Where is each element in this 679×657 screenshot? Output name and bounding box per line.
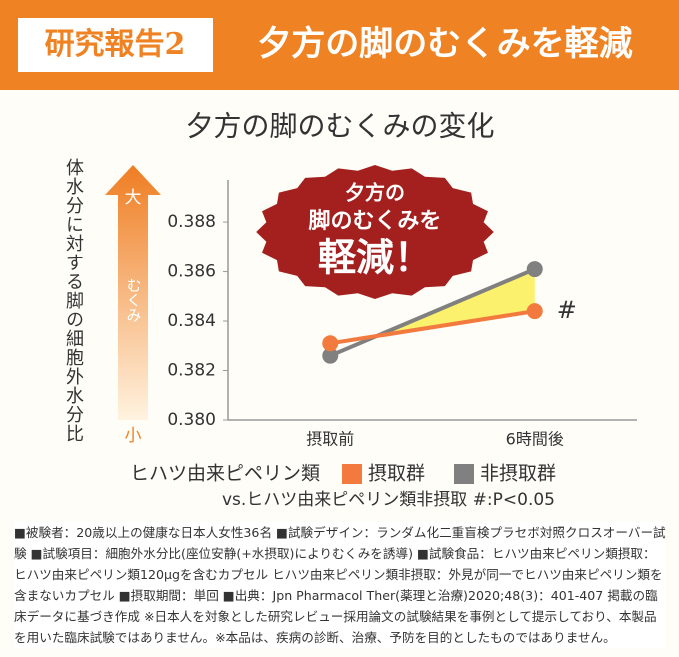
point — [322, 335, 339, 352]
legend-prefix: ヒハツ由来ピペリン類 — [130, 463, 320, 485]
series-line — [329, 309, 536, 346]
series-line — [329, 267, 536, 358]
badge-line: 夕方の — [345, 181, 405, 205]
point — [526, 303, 543, 320]
arrow-middle: むくみ — [125, 278, 143, 323]
y-tick-label: 0.380 — [167, 410, 216, 430]
legend-label: 非摂取群 — [480, 463, 556, 485]
notes: ■被験者：20歳以上の健康な日本人女性36名 ■試験デザイン：ランダム化二重盲検… — [14, 522, 666, 648]
annotation: # — [557, 296, 577, 324]
legend-swatch — [454, 464, 474, 484]
header-title: 夕方の脚のむくみを軽減 — [257, 24, 632, 64]
x-tick-label: 6時間後 — [506, 430, 564, 449]
legend-label: 摂取群 — [368, 463, 425, 485]
footnote: vs.ヒハツ由来ピペリン類非摂取 #:P<0.05 — [222, 490, 555, 510]
x-tick-label: 摂取前 — [306, 430, 354, 449]
arrow-top: 大 — [125, 188, 142, 208]
header-label-box — [18, 18, 213, 72]
y-tick-label: 0.384 — [167, 311, 216, 331]
point — [526, 261, 543, 278]
y-tick-label: 0.382 — [167, 361, 216, 381]
arrow — [105, 165, 161, 420]
y-tick-label: 0.386 — [167, 262, 216, 282]
legend-swatch — [342, 464, 362, 484]
point — [322, 347, 339, 364]
y-axis-label: 体水分に対する脚の細胞外水分比 — [63, 158, 84, 443]
badge-line: 軽減！ — [318, 236, 432, 280]
arrow-bottom: 小 — [125, 426, 142, 446]
chart-title: 夕方の脚のむくみの変化 — [185, 110, 494, 143]
badge-line: 脚のむくみを — [309, 209, 442, 234]
header-label: 研究報告2 — [45, 27, 186, 62]
badge — [256, 165, 494, 299]
y-tick-label: 0.388 — [167, 212, 216, 232]
